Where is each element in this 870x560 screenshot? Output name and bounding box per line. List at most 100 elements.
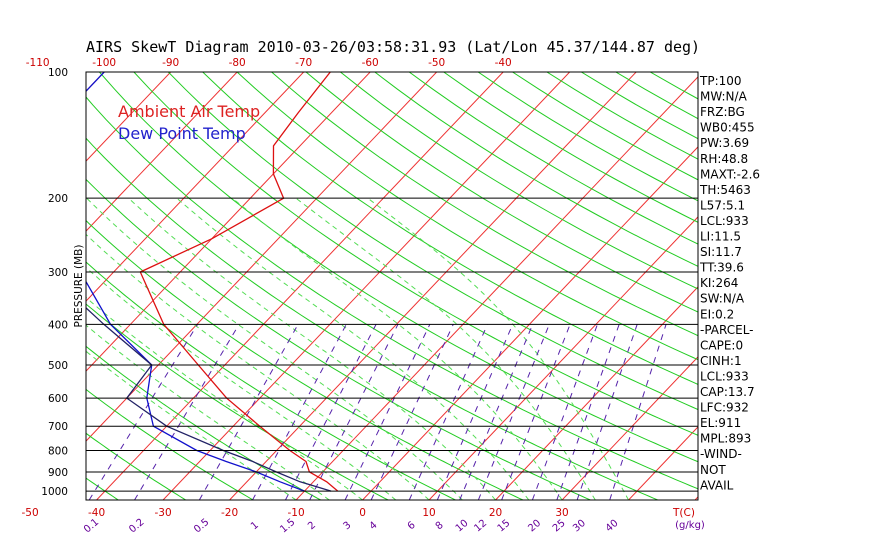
index-entry: MW:N/A <box>700 90 748 104</box>
mixing-ratio-line <box>285 324 377 500</box>
bottom-temp-tick-label: 30 <box>555 507 568 519</box>
isotherm-line <box>86 72 172 162</box>
isotherm-line <box>96 72 504 500</box>
temperature-line <box>139 72 339 492</box>
index-entry: KI:264 <box>700 276 738 290</box>
index-entry: RH:48.8 <box>700 152 748 166</box>
mixing-ratio-line <box>252 324 347 500</box>
pressure-tick-label: 1000 <box>41 486 68 498</box>
bottom-temp-tick-label: 0 <box>359 507 366 519</box>
index-entry: LI:11.5 <box>700 230 741 244</box>
dry-adiabat-line <box>236 72 698 361</box>
dry-adiabat-line <box>340 72 698 290</box>
isotherm-line <box>628 426 698 500</box>
index-entry: AVAIL <box>700 478 734 492</box>
index-entry: TP:100 <box>699 74 742 88</box>
pressure-tick-label: 200 <box>48 193 68 205</box>
dry-adiabat-line <box>86 388 254 500</box>
top-temp-tick-label: -90 <box>162 57 179 69</box>
moist-adiabat-line <box>86 233 430 500</box>
moist-adiabat-line <box>86 296 363 500</box>
isotherm-line <box>362 146 698 500</box>
index-entry: LCL:933 <box>700 214 749 228</box>
pressure-tick-label: 800 <box>48 446 68 458</box>
mixing-ratio-tick-label: 8 <box>434 520 446 533</box>
pressure-tick-label: 500 <box>48 360 68 372</box>
dry-adiabat-line <box>271 72 698 337</box>
index-entry: MAXT:-2.6 <box>700 167 760 181</box>
index-entry: L57:5.1 <box>700 198 745 212</box>
index-entry: CINH:1 <box>700 354 742 368</box>
stability-indices: TP:100MW:N/AFRZ:BGWB0:455PW:3.69RH:48.8M… <box>699 74 760 492</box>
moist-adiabat-line <box>86 266 397 500</box>
bottom-temp-tick-label: 10 <box>422 507 435 519</box>
bottom-temp-tick-label: -10 <box>287 507 304 519</box>
index-entry: PW:3.69 <box>700 136 749 150</box>
mixing-ratio-axis-label: (g/kg) <box>675 520 705 531</box>
isotherm-line <box>86 72 305 302</box>
dry-adiabat-line <box>133 72 698 436</box>
pressure-tick-label: 300 <box>48 267 68 279</box>
y-axis-label: PRESSURE (MB) <box>73 244 85 327</box>
dry-adiabat-line <box>86 178 591 500</box>
dry-adiabat-line <box>86 96 698 490</box>
isotherm-line <box>86 72 438 442</box>
mixing-ratio-line <box>344 324 431 500</box>
dry-adiabat-line <box>374 72 698 267</box>
dry-adiabat-line <box>86 219 524 500</box>
bottom-temp-tick-label: 20 <box>489 507 502 519</box>
mixing-ratio-line <box>501 324 571 500</box>
legend-item: Ambient Air Temp <box>118 102 260 121</box>
index-entry: FRZ:BG <box>700 105 745 119</box>
moist-adiabat-line <box>86 197 463 500</box>
top-temp-tick-label: -50 <box>428 57 445 69</box>
moist-adiabat-line <box>367 197 630 500</box>
top-temp-tick-label: -60 <box>362 57 379 69</box>
index-entry: TT:39.6 <box>699 261 744 275</box>
top-temp-tick-label: -70 <box>295 57 312 69</box>
index-entry: LCL:933 <box>700 369 749 383</box>
index-entry: CAPE:0 <box>700 338 743 352</box>
isotherm-line <box>86 72 371 372</box>
legend: Ambient Air Temp Dew Point Temp <box>118 102 260 143</box>
mixing-ratio-line <box>370 324 454 500</box>
index-entry: NOT <box>700 463 726 477</box>
mixing-ratio-tick-label: 2 <box>306 520 318 533</box>
mixing-ratio-tick-label: 1 <box>249 520 261 533</box>
moist-adiabat-line <box>86 324 330 500</box>
mixing-ratio-line <box>436 324 514 500</box>
mixing-ratio-tick-label: 6 <box>406 520 418 533</box>
pressure-tick-label: 100 <box>48 67 68 79</box>
index-entry: -WIND- <box>700 447 742 461</box>
dry-adiabat-line <box>86 261 456 500</box>
index-entry: LFC:932 <box>700 401 749 415</box>
mixing-ratio-line <box>477 324 550 500</box>
index-entry: TH:5463 <box>699 183 751 197</box>
moist-adiabat-line <box>86 350 297 500</box>
bottom-temp-tick-label: -40 <box>88 507 105 519</box>
index-entry: WB0:455 <box>700 121 755 135</box>
isotherm-line <box>229 72 637 500</box>
bottom-temp-tick-label: -20 <box>221 507 238 519</box>
mixing-ratio-line <box>198 324 299 500</box>
mixing-ratio-line <box>459 324 534 500</box>
index-entry: EL:911 <box>700 416 741 430</box>
isotherm-line <box>86 72 238 232</box>
top-temp-tick-label: -100 <box>92 57 116 69</box>
isotherm-line <box>495 286 698 500</box>
isotherm-line <box>561 356 698 500</box>
dry-adiabat-line <box>167 72 698 411</box>
legend-item: Dew Point Temp <box>118 124 246 143</box>
index-entry: MPL:893 <box>700 432 751 446</box>
dry-adiabat-line <box>305 72 698 313</box>
moist-adiabat-line <box>176 197 530 500</box>
plot-frame <box>85 71 699 501</box>
moist-adiabat-line <box>231 197 563 500</box>
index-entry: -PARCEL- <box>700 323 754 337</box>
index-entry: EI:0.2 <box>700 307 734 321</box>
dry-adiabat-line <box>86 137 658 500</box>
mixing-ratio-tick-label: 3 <box>341 520 353 533</box>
pressure-tick-label: 700 <box>48 421 68 433</box>
mixing-ratio-line <box>88 324 199 500</box>
